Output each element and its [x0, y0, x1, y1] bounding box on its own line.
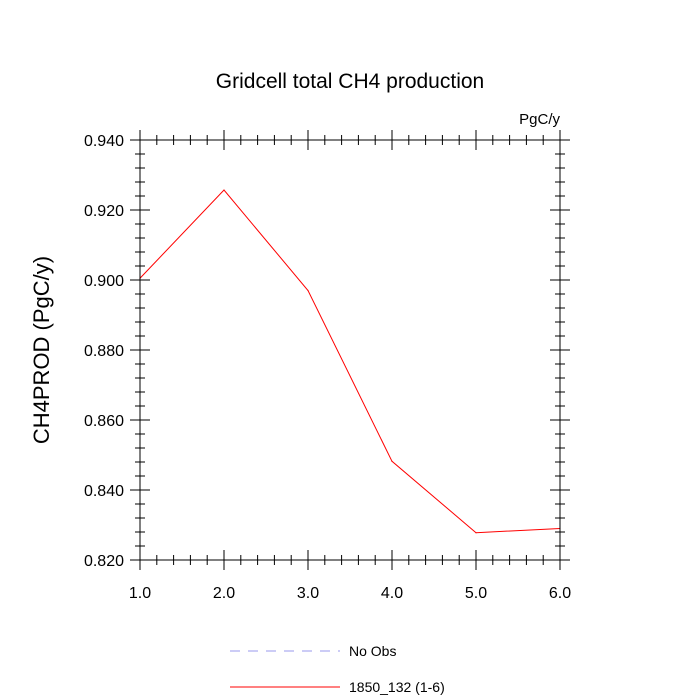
y-tick-label: 0.820 — [84, 553, 124, 570]
data-point — [223, 189, 225, 191]
y-tick-label: 0.920 — [84, 203, 124, 220]
x-tick-label: 6.0 — [549, 585, 571, 602]
x-tick-labels: 1.0 2.0 3.0 4.0 5.0 6.0 — [129, 585, 571, 602]
data-point — [307, 289, 309, 292]
x-tick-label: 2.0 — [213, 585, 235, 602]
y-tick-labels: 0.820 0.840 0.860 0.880 0.900 0.920 0.940 — [84, 133, 124, 570]
series-line — [139, 189, 561, 534]
x-tick-label: 5.0 — [465, 585, 487, 602]
data-point — [475, 532, 477, 534]
y-tick-label: 0.840 — [84, 483, 124, 500]
legend: No Obs 1850_132 (1-6) — [230, 643, 445, 695]
major-ticks — [130, 130, 570, 570]
y-tick-label: 0.940 — [84, 133, 124, 150]
plot-frame — [139, 139, 561, 561]
y-tick-label: 0.880 — [84, 343, 124, 360]
chart-title: Gridcell total CH4 production — [216, 70, 484, 93]
y-tick-label: 0.860 — [84, 413, 124, 430]
units-label: PgC/y — [519, 111, 560, 128]
data-point — [391, 460, 393, 462]
series-lines — [139, 189, 561, 534]
x-tick-label: 3.0 — [297, 585, 319, 602]
y-tick-label: 0.900 — [84, 273, 124, 290]
y-axis-label: CH4PROD (PgC/y) — [29, 256, 54, 444]
legend-label: No Obs — [349, 643, 396, 659]
x-tick-label: 1.0 — [129, 585, 151, 602]
x-tick-label: 4.0 — [381, 585, 403, 602]
minor-ticks — [135, 135, 565, 565]
legend-label: 1850_132 (1-6) — [349, 679, 445, 695]
